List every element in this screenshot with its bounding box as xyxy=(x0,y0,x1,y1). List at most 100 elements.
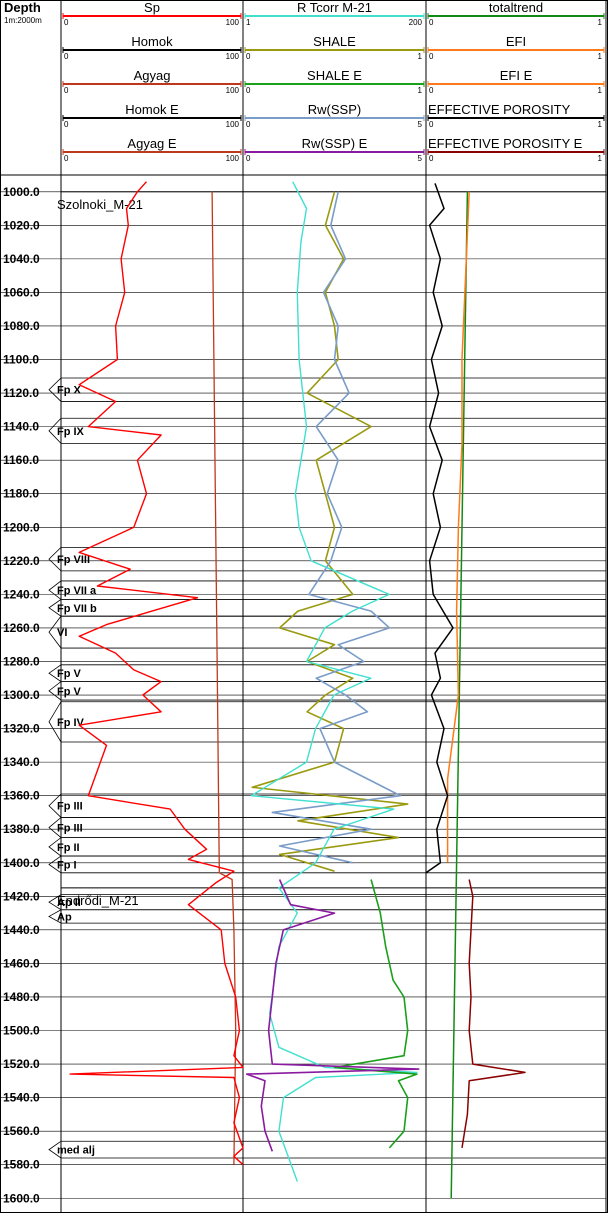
zone-bracket xyxy=(48,909,606,924)
curve-name: Sp xyxy=(144,0,160,15)
depth-label: 1200.0 xyxy=(3,520,40,534)
depth-label: 1500.0 xyxy=(3,1024,40,1038)
zone-label: Fp IX xyxy=(57,426,85,438)
depth-label: 1520.0 xyxy=(3,1057,40,1071)
curve-name: Rw(SSP) xyxy=(308,102,361,117)
scale-max: 1 xyxy=(598,86,603,95)
curve-efi xyxy=(446,191,470,863)
curve-name: Agyag E xyxy=(127,136,176,151)
depth-label: 1080.0 xyxy=(3,319,40,333)
depth-label: 1320.0 xyxy=(3,722,40,736)
depth-label: 1580.0 xyxy=(3,1158,40,1172)
scale-min: 0 xyxy=(429,18,434,27)
curve-name: EFFECTIVE POROSITY xyxy=(428,102,571,117)
zone-label: VI xyxy=(57,627,67,639)
scale-max: 100 xyxy=(226,52,240,61)
scale-min: 0 xyxy=(429,154,434,163)
scale-min: 1 xyxy=(246,18,251,27)
curve-name: R Tcorr M-21 xyxy=(297,0,372,15)
scale-min: 0 xyxy=(64,154,69,163)
zone-label: Fp I xyxy=(57,859,77,871)
zone-label: Fp VII a xyxy=(57,585,97,597)
depth-label: 1120.0 xyxy=(3,386,39,400)
depth-label: 1000.0 xyxy=(3,185,40,199)
depth-label: 1140.0 xyxy=(3,420,39,434)
scale-max: 100 xyxy=(226,120,240,129)
scale-min: 0 xyxy=(64,86,69,95)
zone-bracket xyxy=(48,681,606,701)
curve-eff-por xyxy=(425,183,454,874)
curve-sp xyxy=(69,181,244,1166)
curve-name: EFFECTIVE POROSITY E xyxy=(428,136,583,151)
depth-title: Depth xyxy=(4,0,41,15)
scale-min: 0 xyxy=(64,120,69,129)
curve-name: SHALE xyxy=(313,34,356,49)
depth-label: 1100.0 xyxy=(3,353,39,367)
curve-rw-e xyxy=(245,879,420,1152)
scale-min: 0 xyxy=(64,18,69,27)
scale-max: 1 xyxy=(418,86,423,95)
scale-max: 200 xyxy=(409,18,423,27)
scale-max: 5 xyxy=(418,154,423,163)
scale-min: 0 xyxy=(246,120,251,129)
depth-label: 1300.0 xyxy=(3,688,40,702)
curve-eff-por_e xyxy=(461,879,526,1149)
zone-bracket xyxy=(48,377,606,402)
depth-label: 1460.0 xyxy=(3,956,40,970)
curve-name: Agyag xyxy=(134,68,171,83)
curve-name: Homok xyxy=(131,34,173,49)
curve-shale-e xyxy=(333,879,418,1149)
scale-max: 1 xyxy=(598,120,603,129)
depth-label: 1040.0 xyxy=(3,252,40,266)
scale-max: 100 xyxy=(226,154,240,163)
curve-name: EFI xyxy=(506,34,526,49)
zone-bracket xyxy=(48,615,606,649)
zone-label: med alj xyxy=(57,1145,95,1157)
depth-label: 1380.0 xyxy=(3,822,40,836)
scale-max: 1 xyxy=(598,52,603,61)
curve-totaltrend xyxy=(450,191,469,1199)
log-curves xyxy=(69,181,526,1199)
depth-label: 1420.0 xyxy=(3,889,40,903)
depth-scale: 1m:2000m xyxy=(4,16,42,25)
curve-name: Homok E xyxy=(125,102,179,117)
scale-max: 100 xyxy=(226,18,240,27)
zone-bracket xyxy=(48,417,606,444)
zone-label: Fp X xyxy=(57,385,81,397)
zone-bracket xyxy=(48,701,606,743)
depth-label: 1600.0 xyxy=(3,1191,40,1205)
zone-label: Fp V xyxy=(57,686,81,698)
depth-label: 1020.0 xyxy=(3,218,40,232)
formation-label: Endrődi_M-21 xyxy=(57,893,139,908)
zone-label: Fp V xyxy=(57,668,81,680)
scale-min: 0 xyxy=(246,154,251,163)
scale-min: 0 xyxy=(246,52,251,61)
zone-label: Ap II xyxy=(57,897,81,909)
scale-max: 5 xyxy=(418,120,423,129)
depth-label: 1260.0 xyxy=(3,621,40,635)
scale-max: 1 xyxy=(598,154,603,163)
curve-name: totaltrend xyxy=(489,0,543,15)
scale-max: 1 xyxy=(598,18,603,27)
formation-label: Szolnoki_M-21 xyxy=(57,197,143,212)
zone-label: Fp IV xyxy=(57,717,85,729)
depth-label: 1540.0 xyxy=(3,1091,40,1105)
depth-label: 1280.0 xyxy=(3,654,40,668)
zone-label: Ap xyxy=(57,911,72,923)
curve-rw xyxy=(271,191,402,864)
scale-min: 0 xyxy=(246,86,251,95)
depth-label: 1220.0 xyxy=(3,554,40,568)
zone-label: Fp VII b xyxy=(57,603,97,615)
zone-label: Fp III xyxy=(57,823,83,835)
zone-label: Fp VIII xyxy=(57,554,90,566)
depth-labels: 1000.0 1020.0 1040.0 1060.0 1080.0 1100.0 1120… xyxy=(3,185,40,1205)
depth-label: 1440.0 xyxy=(3,923,40,937)
curve-name: EFI E xyxy=(500,68,533,83)
zone-label: Fp II xyxy=(57,842,80,854)
depth-label: 1060.0 xyxy=(3,285,40,299)
scale-min: 0 xyxy=(429,86,434,95)
depth-label: 1180.0 xyxy=(3,487,39,501)
scale-min: 0 xyxy=(429,120,434,129)
